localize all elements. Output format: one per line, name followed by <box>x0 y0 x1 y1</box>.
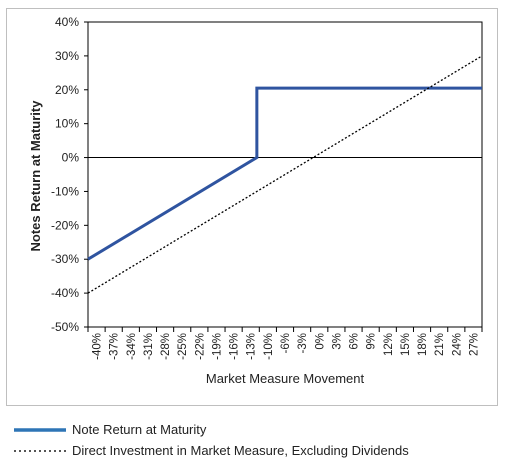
x-tick-label: -13% <box>246 333 258 360</box>
y-tick-label: -10% <box>51 184 79 198</box>
y-tick-label: -50% <box>51 320 79 334</box>
x-tick-label: -40% <box>92 333 104 360</box>
x-tick-label: -25% <box>177 333 189 360</box>
x-tick-label: -19% <box>211 333 223 360</box>
x-tick-label: 9% <box>366 333 378 350</box>
x-tick-label: 15% <box>400 333 412 356</box>
y-tick-label: 20% <box>55 83 79 97</box>
plot-area-border <box>87 21 483 328</box>
x-tick-label: -6% <box>280 333 292 353</box>
x-tick-label: 21% <box>434 333 446 356</box>
x-tick-label: -31% <box>143 333 155 360</box>
legend-label-1: Note Return at Maturity <box>72 422 207 437</box>
x-tick-label: -22% <box>194 333 206 360</box>
x-tick-label: -16% <box>229 333 241 360</box>
x-tick-label: 12% <box>383 333 395 356</box>
x-tick-label: -34% <box>126 333 138 360</box>
series-line-2 <box>87 55 483 294</box>
y-axis-label: Notes Return at Maturity <box>28 100 43 252</box>
x-tick-label: 27% <box>468 333 480 356</box>
x-tick-label: 3% <box>331 333 343 350</box>
x-tick-label: -3% <box>297 333 309 353</box>
x-axis-label: Market Measure Movement <box>206 371 365 386</box>
x-tick-label: 18% <box>417 333 429 356</box>
x-tick-label: -10% <box>263 333 275 360</box>
y-tick-label: -20% <box>51 218 79 232</box>
x-tick-label: 6% <box>349 333 361 350</box>
y-tick-label: 40% <box>55 15 79 29</box>
y-tick-label: 0% <box>62 151 80 165</box>
x-tick-label: -28% <box>160 333 172 360</box>
x-tick-label: 24% <box>451 333 463 356</box>
x-tick-label: -37% <box>109 333 121 360</box>
y-tick-label: -40% <box>51 286 79 300</box>
x-tick-label: 0% <box>314 333 326 350</box>
y-tick-label: 30% <box>55 49 79 63</box>
legend-label-2: Direct Investment in Market Measure, Exc… <box>72 443 409 458</box>
chart-frame <box>6 8 498 406</box>
series-line-1 <box>87 86 482 261</box>
y-tick-label: 10% <box>55 117 79 131</box>
y-tick-label: -30% <box>51 252 79 266</box>
